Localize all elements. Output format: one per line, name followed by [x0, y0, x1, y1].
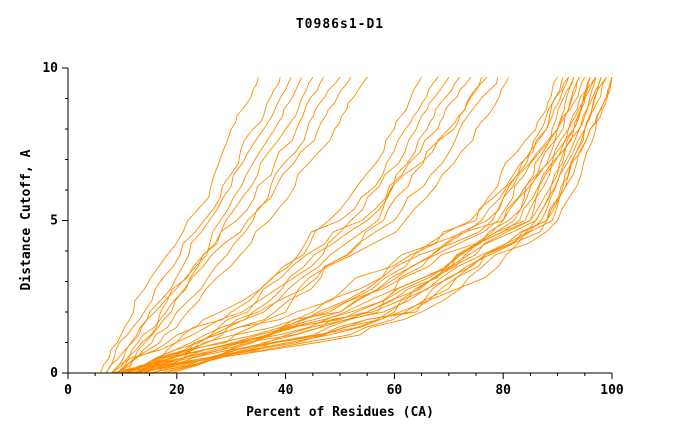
x-tick-label: 60: [387, 383, 403, 398]
model-curve: [111, 76, 439, 374]
x-tick-label: 0: [64, 383, 72, 398]
model-curve: [122, 76, 558, 374]
model-curve: [111, 76, 314, 374]
y-tick-label: 5: [50, 214, 58, 229]
model-curve: [144, 76, 580, 374]
axes: [62, 67, 613, 379]
model-curve: [133, 77, 569, 374]
model-curve: [116, 76, 341, 374]
model-curve: [105, 77, 281, 374]
model-curves: [100, 76, 613, 374]
chart-title: T0986s1-D1: [296, 17, 384, 32]
model-curve: [143, 76, 509, 374]
tick-labels: 0 20 40 60 80 100 0 5 10: [42, 61, 624, 398]
x-tick-label: 40: [278, 383, 294, 398]
model-curve: [133, 77, 482, 374]
model-curve: [144, 77, 613, 374]
model-curve: [171, 77, 613, 374]
model-curve: [100, 77, 259, 374]
x-axis-label: Percent of Residues (CA): [246, 405, 434, 420]
x-tick-label: 100: [600, 383, 624, 398]
model-curve: [122, 76, 450, 374]
model-curve: [149, 76, 597, 374]
model-curve: [154, 77, 591, 374]
model-curve: [154, 77, 597, 374]
model-curve: [138, 77, 591, 374]
y-tick-label: 10: [42, 61, 58, 76]
model-curve: [116, 76, 325, 374]
y-tick-label: 0: [50, 366, 58, 381]
x-tick-label: 20: [169, 383, 185, 398]
model-curve: [111, 76, 303, 374]
model-curve: [122, 76, 471, 374]
model-curve: [105, 77, 292, 374]
model-curve: [127, 76, 368, 374]
model-curve: [127, 76, 597, 374]
model-curve: [127, 76, 461, 374]
model-curve: [121, 76, 352, 374]
model-curve: [138, 77, 499, 374]
x-tick-label: 80: [495, 383, 511, 398]
model-curve: [116, 77, 564, 374]
model-curve: [116, 76, 422, 374]
y-axis-label: Distance Cutoff, A: [19, 149, 34, 290]
